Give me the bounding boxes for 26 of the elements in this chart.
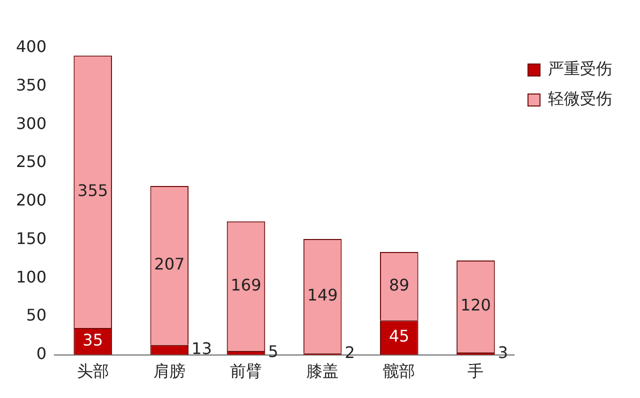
- y-tick-label: 350: [16, 76, 47, 95]
- y-tick-label: 200: [16, 190, 47, 210]
- data-label: 13: [192, 338, 212, 358]
- data-label: 149: [307, 285, 338, 304]
- x-tick-label: 前臂: [230, 362, 262, 381]
- y-tick-label: 0: [36, 344, 47, 363]
- y-tick-label: 150: [16, 228, 47, 248]
- legend-label: 严重受伤: [548, 59, 612, 78]
- data-label: 120: [460, 296, 491, 315]
- y-tick-label: 100: [16, 267, 47, 286]
- data-label: 355: [78, 180, 108, 200]
- legend-label: 轻微受伤: [548, 89, 612, 108]
- x-tick-label: 头部: [76, 362, 109, 381]
- x-tick-label: 膝盖: [306, 362, 339, 381]
- y-tick-label: 50: [26, 306, 47, 325]
- x-tick-label: 肩膀: [153, 362, 186, 381]
- data-label: 35: [82, 330, 104, 350]
- data-label: 169: [230, 275, 262, 294]
- data-label: 207: [154, 254, 185, 274]
- y-tick-label: 400: [16, 37, 47, 56]
- data-label: 89: [388, 275, 410, 294]
- y-tick-label: 250: [16, 152, 47, 172]
- x-tick-label: 髋部: [383, 362, 416, 381]
- x-tick-label: 手: [468, 362, 484, 381]
- data-label: 45: [388, 326, 410, 346]
- y-tick-label: 300: [16, 114, 47, 133]
